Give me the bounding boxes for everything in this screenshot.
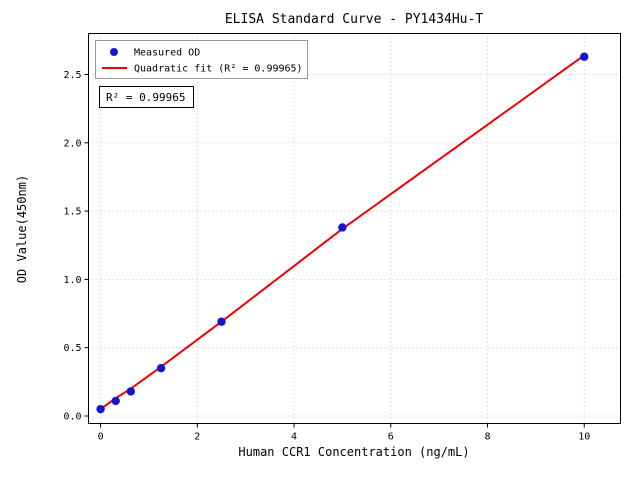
x-tick-label: 6: [388, 432, 394, 443]
y-tick-label: 1.0: [63, 275, 81, 286]
legend-box: [95, 40, 308, 79]
data-point: [96, 404, 105, 414]
x-tick-label: 4: [291, 432, 297, 443]
quadratic-fit-line: [100, 54, 585, 410]
plot-frame: [88, 33, 621, 424]
plot-series: [96, 52, 589, 414]
y-tick-label: 2.5: [63, 70, 81, 81]
y-axis-label: OD Value(450nm): [15, 175, 29, 283]
data-point: [217, 317, 226, 326]
x-tick-label: 8: [484, 432, 490, 443]
annotation-text: R² = 0.99965: [106, 91, 185, 104]
legend-marker-measured-od: [110, 48, 118, 56]
legend-label-measured-od: Measured OD: [134, 48, 200, 59]
y-tick-label: 0.0: [63, 411, 81, 422]
legend-label-quadratic-fit: Quadratic fit (R² = 0.99965): [134, 64, 303, 75]
data-point: [580, 52, 589, 61]
axis-ticks: 0 2 4 6 8 10 0.0 0.5 1.0 1.5 2.0 2.5: [63, 70, 590, 443]
x-tick-label: 0: [98, 432, 104, 443]
annotation-r-squared: R² = 0.99965: [99, 86, 194, 108]
data-point: [156, 363, 166, 373]
x-axis-label: Human CCR1 Concentration (ng/mL): [238, 445, 469, 459]
y-tick-label: 1.5: [63, 207, 81, 218]
x-tick-label: 10: [578, 432, 590, 443]
annotation-box: [99, 86, 194, 108]
y-tick-label: 0.5: [63, 343, 81, 354]
data-point: [338, 223, 347, 232]
legend: Measured OD Quadratic fit (R² = 0.99965): [95, 40, 308, 79]
chart-title: ELISA Standard Curve - PY1434Hu-T: [225, 12, 483, 27]
x-tick-label: 2: [194, 432, 200, 443]
y-tick-label: 2.0: [63, 138, 81, 149]
data-point: [126, 387, 136, 396]
data-point: [111, 396, 120, 406]
